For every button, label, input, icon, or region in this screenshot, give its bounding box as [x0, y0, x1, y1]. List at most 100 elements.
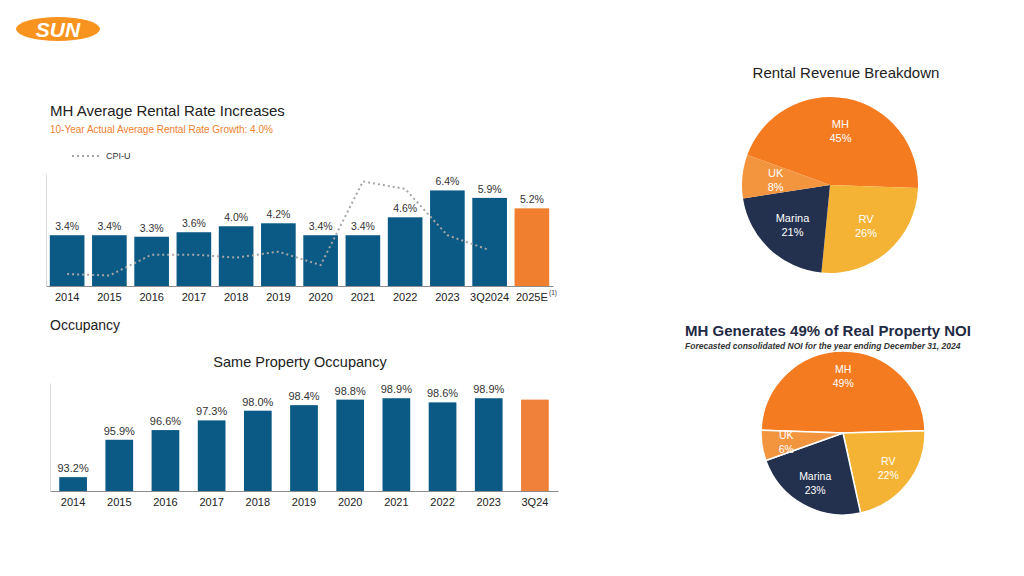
slice-value: 22% [878, 469, 899, 481]
bar [346, 235, 381, 286]
data-label: 3.3% [140, 222, 164, 234]
x-tick: 2017 [182, 291, 206, 303]
slice-value: 45% [829, 132, 851, 144]
data-label: 3.4% [55, 220, 79, 232]
data-label: 3.6% [182, 217, 206, 229]
bar [92, 235, 127, 286]
pie-slice [821, 185, 918, 273]
logo: SUN [16, 17, 100, 41]
data-label: 98.9% [473, 383, 504, 395]
x-tick-label: 3Q24 [521, 496, 548, 508]
data-label: 98.8% [335, 385, 366, 397]
data-label: 3.4% [309, 220, 333, 232]
x-tick: 2014 [55, 291, 79, 303]
bar [59, 477, 87, 491]
chart-title: MH Generates 49% of Real Property NOI [685, 322, 971, 339]
x-tick: 2016 [139, 291, 163, 303]
pie-slice [761, 351, 925, 433]
data-label: 4.6% [393, 202, 417, 214]
x-tick-label: 2019 [266, 291, 290, 303]
slice-label: MH [832, 118, 849, 130]
plot-area [50, 181, 549, 286]
bar [152, 430, 180, 491]
pie-slice [743, 185, 830, 273]
pie-slices [742, 97, 918, 273]
bar [290, 405, 318, 491]
pie-slice [742, 155, 830, 199]
x-tick-label: 2017 [182, 291, 206, 303]
x-tick: 2018 [246, 496, 270, 508]
bar [336, 400, 364, 491]
slice-value: 8% [768, 181, 784, 193]
bar [475, 398, 503, 491]
x-tick: 2020 [338, 496, 362, 508]
slice-label: RV [881, 455, 895, 467]
bar [198, 420, 226, 491]
x-tick: 2015 [107, 496, 131, 508]
pie-chart: MH Generates 49% of Real Property NOI For… [685, 322, 971, 515]
x-tick-label: 2014 [55, 291, 79, 303]
x-tick-label: 2019 [292, 496, 316, 508]
x-tick-label: 2025E [516, 291, 548, 303]
x-tick: 2023 [476, 496, 500, 508]
y-axis-line [50, 384, 51, 492]
bar [472, 198, 507, 286]
bar [261, 223, 296, 286]
x-tick: 2019 [292, 496, 316, 508]
slice-value: 26% [855, 227, 877, 239]
bar [429, 402, 457, 491]
x-tick: 2020 [308, 291, 332, 303]
pie-slice [761, 430, 843, 460]
x-tick-label: 2023 [435, 291, 459, 303]
data-labels: 3.4%3.4%3.3%3.6%4.0%4.2%3.4%3.4%4.6%6.4%… [55, 175, 544, 233]
x-tick: 2022 [430, 496, 454, 508]
slice-label: MH [835, 363, 851, 375]
x-tick: 2021 [384, 496, 408, 508]
x-tick-label: 2014 [61, 496, 85, 508]
slice-value: 6% [779, 443, 794, 455]
x-tick-label: 2017 [199, 496, 223, 508]
bar-chart: Same Property Occupancy93.2%95.9%96.6%97… [51, 354, 559, 508]
bar [388, 217, 423, 286]
legend-label: CPI-U [106, 151, 131, 161]
section-heading: Occupancy [50, 317, 120, 333]
x-tick-label: 2018 [246, 496, 270, 508]
chart-subtitle: Forecasted consolidated NOI for the year… [685, 341, 961, 351]
x-tick: 2023 [435, 291, 459, 303]
y-axis-line [46, 175, 47, 287]
x-tick-label: 2022 [430, 496, 454, 508]
bar [50, 235, 85, 286]
y-axis [46, 175, 47, 287]
x-tick: 3Q2024 [470, 291, 509, 303]
x-axis: 2014 2015 2016 2017 2018 2019 2020 2021 2022 2023… [51, 492, 559, 508]
logo-shape [16, 17, 100, 41]
data-label: 98.4% [288, 390, 319, 402]
x-tick: 2017 [199, 496, 223, 508]
x-tick-label: 2020 [338, 496, 362, 508]
data-label: 3.4% [351, 220, 375, 232]
slice-value: 23% [805, 484, 826, 496]
slice-label: UK [779, 429, 794, 441]
x-tick-label: 3Q2024 [470, 291, 509, 303]
chart-subtitle: 10-Year Actual Average Rental Rate Growt… [50, 124, 273, 135]
slice-label: Marina [799, 470, 831, 482]
x-tick: 2016 [153, 496, 177, 508]
data-label: 98.9% [381, 383, 412, 395]
chart-title: Rental Revenue Breakdown [753, 64, 940, 81]
slice-value: 21% [781, 226, 803, 238]
bar [521, 400, 549, 491]
x-tick: 2018 [224, 291, 248, 303]
x-tick-label: 2015 [97, 291, 121, 303]
data-label: 95.9% [104, 425, 135, 437]
legend: CPI-U [72, 151, 131, 161]
x-tick-label: 2016 [153, 496, 177, 508]
slice-label: Marina [776, 212, 811, 224]
slice-label: UK [768, 167, 784, 179]
x-tick-label: 2021 [384, 496, 408, 508]
x-axis-line [47, 286, 554, 287]
logo-text: SUN [36, 18, 81, 41]
x-tick-label: 2022 [393, 291, 417, 303]
bar [515, 208, 550, 286]
bar [105, 440, 133, 491]
x-tick: 2025E [516, 291, 548, 303]
